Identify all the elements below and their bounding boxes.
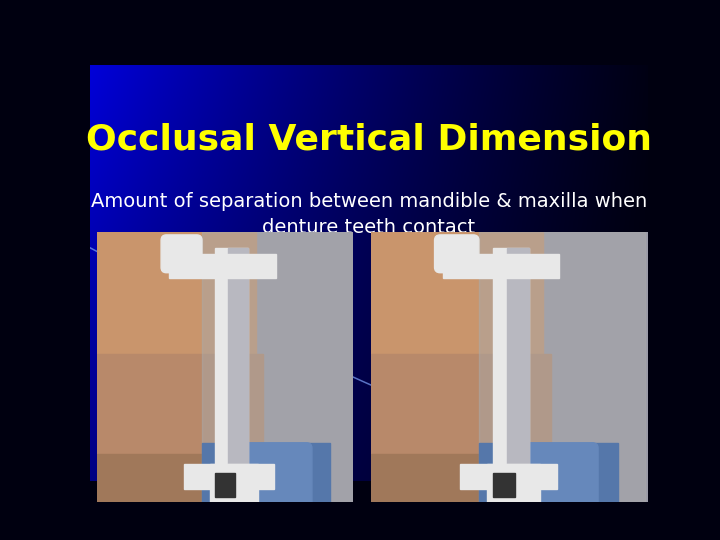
Bar: [459, 464, 557, 489]
Polygon shape: [469, 306, 648, 481]
Bar: [184, 464, 274, 489]
Bar: [443, 254, 559, 278]
Bar: [507, 248, 528, 470]
Bar: [492, 472, 515, 497]
Text: Occlusal Vertical Dimension: Occlusal Vertical Dimension: [86, 123, 652, 157]
Bar: [228, 248, 248, 470]
FancyBboxPatch shape: [510, 443, 598, 508]
Bar: [479, 443, 618, 502]
Bar: [97, 454, 225, 502]
Text: Amount of separation between mandible & maxilla when
denture teeth contact: Amount of separation between mandible & …: [91, 192, 647, 237]
Bar: [371, 454, 510, 502]
FancyBboxPatch shape: [435, 235, 479, 273]
Bar: [215, 248, 248, 470]
Bar: [97, 232, 256, 362]
Bar: [202, 232, 356, 502]
Bar: [210, 464, 258, 502]
Bar: [487, 464, 540, 502]
Bar: [168, 254, 276, 278]
Bar: [371, 354, 551, 502]
FancyBboxPatch shape: [161, 235, 202, 273]
Bar: [215, 472, 235, 497]
Bar: [479, 232, 645, 502]
Bar: [97, 354, 264, 502]
Bar: [371, 232, 543, 362]
Bar: [492, 248, 528, 470]
Bar: [202, 443, 330, 502]
FancyBboxPatch shape: [230, 443, 312, 508]
